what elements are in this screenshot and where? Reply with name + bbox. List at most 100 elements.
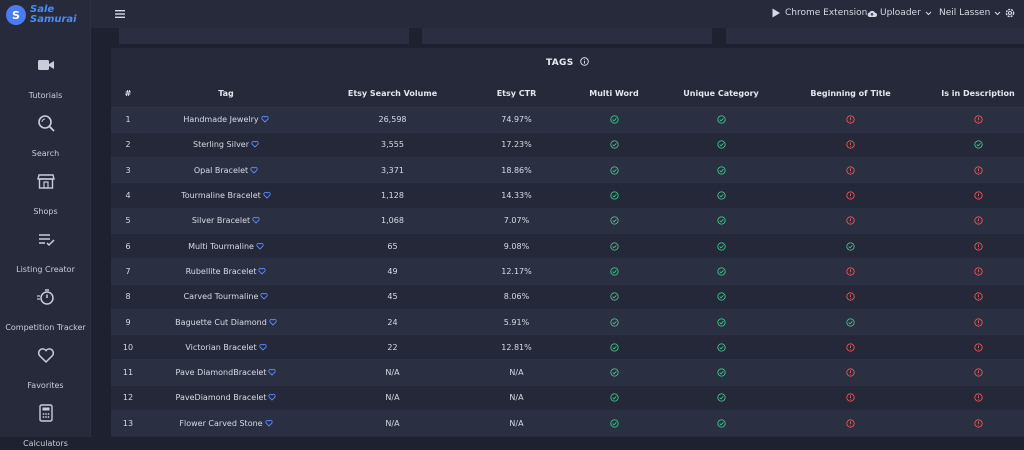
logo-line-2: Samurai: [30, 14, 77, 25]
beginning-of-title-cell: [769, 132, 932, 159]
check-circle-icon: [716, 368, 726, 377]
favorite-heart-icon[interactable]: [259, 343, 267, 351]
check-circle-icon: [609, 241, 619, 251]
beginning-of-title-cell: [769, 385, 932, 412]
summary-card: [119, 28, 409, 44]
column-header-ctr[interactable]: Etsy CTR: [478, 81, 555, 108]
table-row: 9 Baguette Cut Diamond 24 5.91%: [111, 309, 1024, 336]
unique-category-cell: [673, 132, 769, 159]
video-icon: [37, 60, 54, 70]
column-header-multi-word[interactable]: Multi Word: [555, 81, 673, 108]
ctr-cell: 12.81%: [478, 334, 555, 361]
favorite-heart-icon[interactable]: [252, 216, 260, 224]
sidebar-item-favorites[interactable]: Favorites: [0, 345, 91, 392]
sidebar-item-label: Tutorials: [28, 91, 63, 100]
user-name: Neil Lassen: [939, 8, 991, 18]
user-menu[interactable]: Neil Lassen: [939, 8, 1001, 18]
favorite-heart-icon[interactable]: [251, 140, 259, 149]
table-row: 5 Silver Bracelet 1,068 7.07%: [111, 208, 1024, 234]
favorite-heart-icon[interactable]: [250, 166, 258, 174]
in-description-cell: [932, 334, 1024, 361]
info-icon[interactable]: [580, 57, 589, 66]
alert-circle-icon: [846, 419, 855, 428]
multi-word-cell: [555, 284, 673, 310]
favorite-heart-icon[interactable]: [260, 292, 269, 300]
search-volume-cell: N/A: [307, 410, 478, 437]
unique-category-cell: [673, 258, 769, 285]
alert-circle-icon: [973, 292, 983, 301]
uploader-dropdown[interactable]: Uploader: [867, 8, 932, 18]
in-description-cell: [932, 359, 1024, 386]
app-logo[interactable]: S Sale Samurai: [0, 0, 90, 30]
favorite-heart-icon[interactable]: [264, 419, 273, 427]
favorite-heart-icon[interactable]: [261, 115, 269, 123]
sidebar-item-listing-creator[interactable]: Listing Creator: [0, 229, 91, 276]
check-circle-icon: [609, 191, 619, 200]
sidebar-item-tutorials[interactable]: Tutorials: [0, 55, 91, 102]
row-number: 6: [111, 233, 145, 260]
beginning-of-title-cell: [769, 284, 932, 310]
alert-circle-icon: [973, 267, 983, 276]
favorite-heart-icon[interactable]: [268, 393, 277, 402]
main-content: Chrome Extension Uploader Neil Lassen TA…: [91, 0, 1024, 437]
table-row: 10 Victorian Bracelet 22 12.81%: [111, 334, 1024, 361]
beginning-of-title-cell: [769, 309, 932, 336]
unique-category-cell: [673, 157, 769, 184]
favorite-heart-icon[interactable]: [263, 191, 271, 199]
ctr-cell: 5.91%: [478, 309, 555, 336]
multi-word-cell: [555, 132, 673, 159]
tag-cell: Victorian Bracelet: [145, 334, 307, 361]
check-circle-icon: [846, 241, 855, 251]
check-circle-icon: [609, 216, 619, 225]
beginning-of-title-cell: [769, 258, 932, 285]
in-description-cell: [932, 385, 1024, 412]
calculator-icon: [38, 404, 53, 422]
check-circle-icon: [609, 317, 619, 327]
favorite-heart-icon[interactable]: [269, 318, 277, 326]
column-header-in-description[interactable]: Is in Description: [932, 81, 1024, 108]
beginning-of-title-cell: [769, 410, 932, 437]
sidebar: S Sale Samurai Tutorials Search Shops Li…: [0, 0, 91, 448]
alert-circle-icon: [973, 393, 983, 403]
search-volume-cell: 1,128: [307, 182, 478, 209]
column-header-number[interactable]: #: [111, 81, 145, 108]
check-circle-icon: [716, 140, 726, 150]
gear-icon[interactable]: [1004, 7, 1016, 19]
sidebar-item-search[interactable]: Search: [0, 113, 91, 160]
check-circle-icon: [609, 292, 619, 301]
sidebar-item-label: Shops: [33, 207, 58, 216]
column-header-beginning-of-title[interactable]: Beginning of Title: [769, 81, 932, 108]
row-number: 7: [111, 258, 145, 285]
unique-category-cell: [673, 233, 769, 260]
check-circle-icon: [609, 419, 619, 428]
search-volume-cell: 45: [307, 284, 478, 310]
tag-cell: Baguette Cut Diamond: [145, 309, 307, 336]
uploader-label: Uploader: [880, 8, 921, 18]
summary-cards: [91, 28, 1024, 48]
multi-word-cell: [555, 385, 673, 412]
alert-circle-icon: [846, 292, 855, 301]
favorite-heart-icon[interactable]: [268, 368, 277, 376]
logo-line-1: Sale: [30, 4, 55, 15]
tag-name: Carved Tourmaline: [183, 292, 259, 302]
sidebar-item-label: Favorites: [27, 381, 64, 390]
table-row: 11 Pave DiamondBracelet N/A N/A: [111, 359, 1024, 386]
sidebar-item-calculators[interactable]: Calculators: [0, 403, 91, 450]
tag-name: Sterling Silver: [192, 140, 250, 150]
favorite-heart-icon[interactable]: [258, 267, 267, 275]
search-volume-cell: 22: [307, 334, 478, 361]
column-header-search-volume[interactable]: Etsy Search Volume: [307, 81, 478, 108]
chrome-extension-link[interactable]: Chrome Extension: [771, 8, 867, 18]
tag-cell: Tourmaline Bracelet: [145, 182, 307, 209]
sidebar-item-shops[interactable]: Shops: [0, 171, 91, 218]
sidebar-item-competition-tracker[interactable]: Competition Tracker: [0, 287, 91, 334]
favorite-heart-icon[interactable]: [256, 242, 264, 250]
table-row: 3 Opal Bracelet 3,371 18.86%: [111, 157, 1024, 184]
hamburger-menu-icon[interactable]: [114, 8, 126, 20]
column-header-unique-category[interactable]: Unique Category: [673, 81, 769, 108]
summary-card: [422, 28, 712, 44]
sidebar-item-label: Competition Tracker: [5, 323, 86, 332]
in-description-cell: [932, 258, 1024, 285]
beginning-of-title-cell: [769, 359, 932, 386]
column-header-tag[interactable]: Tag: [145, 81, 307, 108]
